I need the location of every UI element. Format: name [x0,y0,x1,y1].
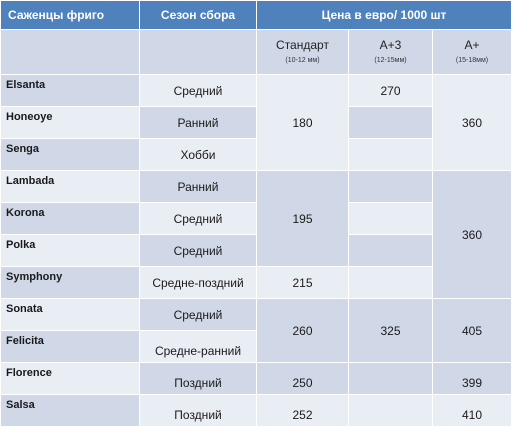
price-a3-empty [348,106,433,139]
subheader-a3-label: А+3 [379,38,402,52]
subheader-a3: А+3 (12-15мм) [348,29,433,75]
price-a3-empty [348,138,433,171]
season-cell: Средний [139,298,257,331]
header-season: Сезон сбора [139,0,257,30]
season-cell: Поздний [139,362,257,395]
price-table: Саженцы фриго Сезон сбора Цена в евро/ 1… [0,0,513,427]
season-cell: Средний [139,74,257,107]
subheader-standard-label: Стандарт [276,38,329,52]
variety-name: Lambada [0,170,140,203]
subheader-standard-note: (10-12 мм) [285,57,320,64]
price-standard: 260 [256,298,349,363]
subheader-aplus-label: А+ [464,38,480,52]
variety-name: Polka [0,234,140,267]
subheader-empty [139,29,257,75]
table-row: Senga Хобби [0,138,512,171]
variety-name: Korona [0,202,140,235]
price-a3: 325 [348,298,433,363]
subheader-empty [0,29,140,75]
table-row: Sonata Средний 260 325 405 [0,298,513,363]
variety-name: Salsa [0,394,140,427]
price-aplus: 410 [431,394,513,427]
subheader-aplus: А+ (15-18мм) [431,29,513,75]
price-a3-empty [348,170,433,203]
variety-name: Felicita [0,330,140,363]
price-standard: 195 [256,170,349,267]
variety-name: Sonata [0,298,140,331]
table-row: Lambada Ранний 195 360 [0,170,513,299]
price-standard: 215 [256,266,349,299]
variety-name: Florence [0,362,140,395]
price-a3-empty [348,266,433,299]
price-a3-empty [348,234,433,267]
season-cell: Поздний [139,394,257,427]
variety-name: Symphony [0,266,140,299]
table-row: Florence Поздний 250 399 [0,362,513,395]
season-cell: Ранний [139,106,257,139]
season-cell: Хобби [139,138,257,171]
table-row: Elsanta Средний 180 270 360 [0,74,513,171]
table-row: Honeoye Ранний [0,106,512,139]
price-aplus: 399 [431,362,513,395]
price-a3-empty [348,202,433,235]
variety-name: Senga [0,138,140,171]
season-cell: Ранний [139,170,257,203]
variety-name: Elsanta [0,74,140,107]
price-a3-empty [348,362,433,395]
season-cell: Средне-ранний [139,330,257,363]
header-variety: Саженцы фриго [0,0,140,30]
price-a3-empty [348,394,433,427]
price-standard: 252 [256,394,349,427]
subheader-a3-note: (12-15мм) [374,57,407,64]
season-cell: Средний [139,234,257,267]
table-row: Salsa Поздний 252 410 [0,394,513,427]
table-row: Korona Средний [0,202,512,235]
subheader-aplus-note: (15-18мм) [455,57,489,64]
season-cell: Средний [139,202,257,235]
price-aplus: 405 [431,298,513,363]
price-aplus: 360 [431,170,513,299]
season-cell: Средне-поздний [139,266,257,299]
variety-name: Honeoye [0,106,140,139]
table-row: Polka Средний [0,234,512,267]
price-standard: 250 [256,362,349,395]
subheader-standard: Стандарт (10-12 мм) [256,29,349,75]
header-price: Цена в евро/ 1000 шт [255,0,513,30]
price-a3: 270 [348,74,433,107]
price-aplus: 360 [431,74,513,171]
price-standard: 180 [256,74,349,171]
